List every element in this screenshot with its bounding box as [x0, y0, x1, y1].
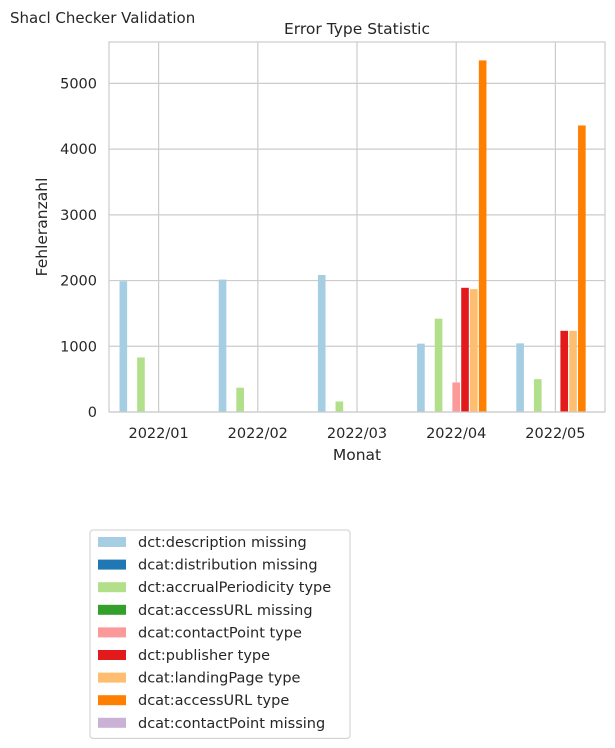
bars [119, 60, 586, 412]
bar-dcat-contactpoint-type-2022-04 [452, 382, 461, 412]
y-tick-label: 5000 [60, 76, 97, 92]
x-axis-label: Monat [333, 446, 381, 464]
bar-dct-description-missing-2022-02 [218, 279, 227, 412]
legend-swatch [98, 717, 126, 728]
x-tick-labels: 2022/01 2022/02 2022/03 2022/04 2022/05 [128, 426, 585, 442]
legend-item: dct:accrualPeriodicity type [98, 580, 331, 596]
legend-label: dct:publisher type [138, 648, 270, 664]
chart-title: Error Type Statistic [284, 20, 430, 38]
bar-dct-description-missing-2022-05 [516, 343, 524, 412]
bar-dct-accrualperiodicity-type-2022-01 [137, 357, 145, 412]
y-tick-label: 2000 [60, 274, 97, 290]
legend-item: dcat:distribution missing [98, 558, 318, 574]
legend-swatch [98, 582, 126, 593]
y-axis-label: Fehleranzahl [33, 178, 51, 277]
legend-label: dcat:accessURL type [138, 693, 289, 709]
legend-item: dcat:accessURL type [98, 693, 289, 709]
legend-swatch [98, 604, 126, 615]
y-tick-label: 4000 [60, 142, 97, 158]
bar-dct-publisher-type-2022-05 [560, 330, 569, 412]
y-tick-label: 1000 [60, 339, 97, 355]
legend: dct:description missing dcat:distribution… [89, 529, 351, 739]
bar-dct-accrualperiodicity-type-2022-02 [236, 387, 244, 412]
legend-label: dcat:accessURL missing [138, 603, 313, 619]
legend-item: dcat:contactPoint type [98, 625, 302, 641]
bar-dct-description-missing-2022-01 [119, 281, 128, 412]
legend-box [89, 529, 351, 739]
legend-items: dct:description missing dcat:distribution… [98, 535, 331, 732]
legend-label: dcat:landingPage type [138, 671, 301, 687]
bar-dcat-accessurl-type-2022-04 [478, 60, 487, 412]
bar-dct-accrualperiodicity-type-2022-03 [335, 401, 344, 412]
bar-dcat-landingpage-type-2022-04 [470, 289, 478, 412]
y-tick-label: 0 [88, 405, 97, 421]
bar-dcat-accessurl-type-2022-05 [578, 125, 586, 412]
bar-dct-accrualperiodicity-type-2022-05 [533, 379, 542, 412]
legend-item: dcat:landingPage type [98, 671, 301, 687]
x-tick-label: 2022/02 [228, 426, 288, 442]
legend-label: dct:description missing [138, 535, 307, 551]
y-tick-labels: 0 1000 2000 3000 4000 5000 [60, 76, 97, 421]
legend-swatch [98, 695, 126, 706]
x-tick-label: 2022/03 [327, 426, 387, 442]
bar-dct-publisher-type-2022-04 [461, 287, 469, 412]
legend-label: dcat:contactPoint missing [138, 716, 325, 732]
legend-label: dct:accrualPeriodicity type [138, 580, 331, 596]
bar-dct-accrualperiodicity-type-2022-04 [434, 318, 443, 412]
legend-swatch [98, 672, 126, 683]
y-tick-label: 3000 [60, 208, 97, 224]
grid-lines [109, 42, 605, 413]
x-tick-label: 2022/01 [128, 426, 188, 442]
legend-item: dcat:contactPoint missing [98, 716, 325, 732]
legend-swatch [98, 537, 126, 547]
legend-swatch [98, 650, 126, 660]
page-title: Shacl Checker Validation [10, 9, 196, 27]
x-tick-label: 2022/05 [525, 426, 585, 442]
legend-item: dcat:accessURL missing [98, 603, 313, 619]
legend-label: dcat:contactPoint type [138, 625, 302, 641]
bar-dct-description-missing-2022-04 [417, 343, 425, 412]
legend-label: dcat:distribution missing [138, 558, 318, 574]
legend-swatch [98, 627, 126, 638]
legend-swatch [98, 559, 126, 570]
x-tick-label: 2022/04 [426, 426, 486, 442]
plot-frame [108, 41, 606, 413]
bar-dcat-landingpage-type-2022-05 [569, 330, 577, 412]
legend-item: dct:description missing [98, 535, 307, 551]
legend-item: dct:publisher type [98, 648, 270, 664]
bar-dct-description-missing-2022-03 [317, 274, 326, 412]
